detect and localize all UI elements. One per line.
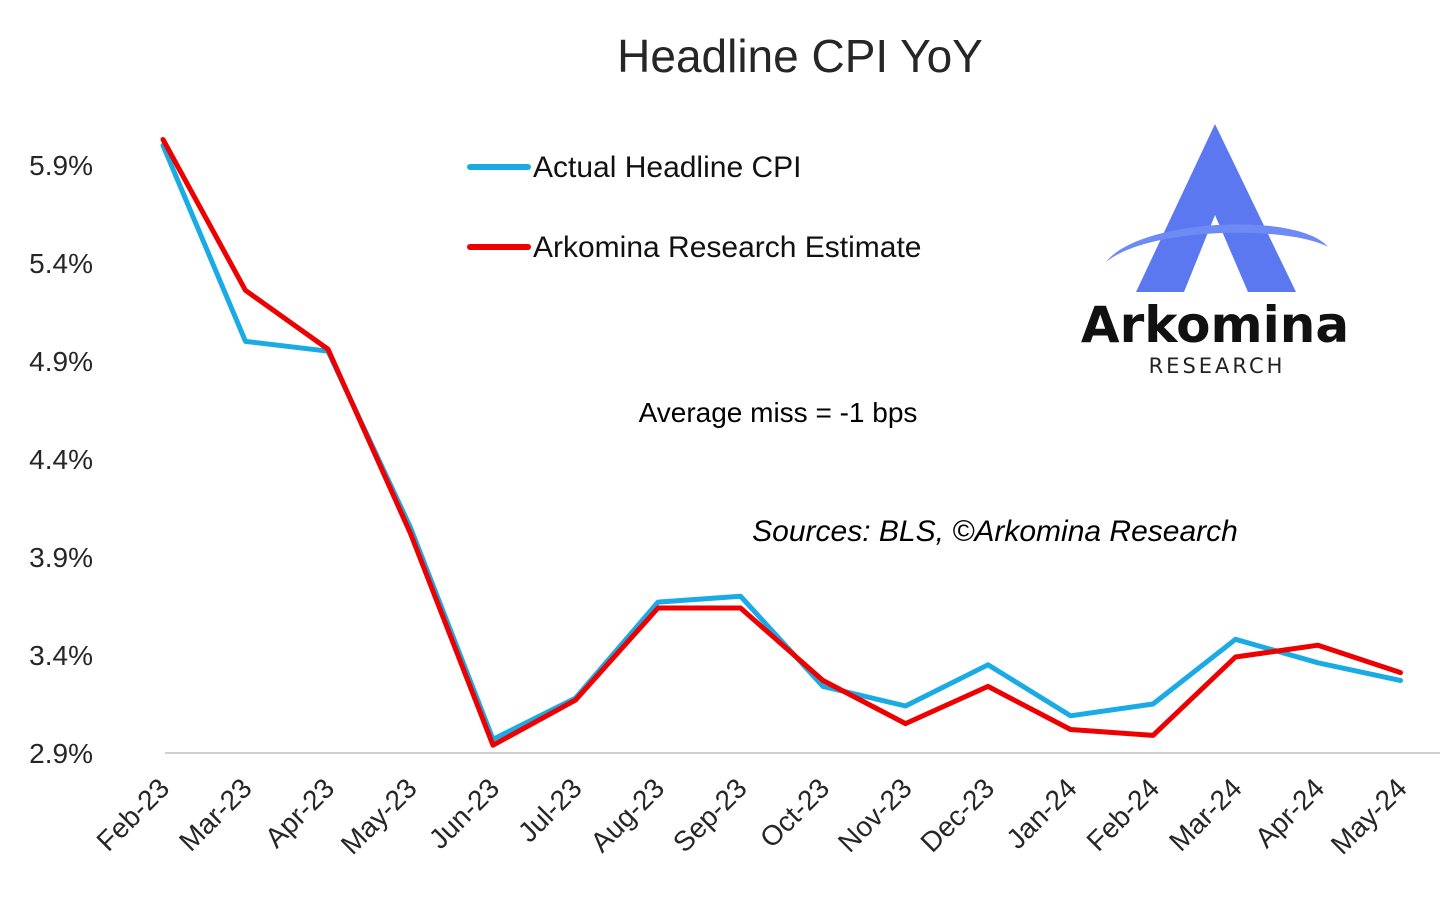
y-tick-label: 3.4% — [29, 640, 93, 671]
x-tick-label: Jul-23 — [512, 772, 588, 848]
average-miss-annotation: Average miss = -1 bps — [639, 397, 918, 428]
y-tick-label: 2.9% — [29, 738, 93, 769]
x-tick-label: Oct-23 — [754, 772, 835, 853]
x-tick-label: Apr-23 — [259, 772, 340, 853]
y-tick-label: 4.9% — [29, 346, 93, 377]
y-tick-label: 4.4% — [29, 444, 93, 475]
x-tick-label: Jun-23 — [423, 772, 505, 854]
legend: Actual Headline CPI Arkomina Research Es… — [467, 151, 921, 264]
legend-label-estimate: Arkomina Research Estimate — [533, 231, 921, 264]
y-tick-label: 3.9% — [29, 542, 93, 573]
x-tick-label: May-23 — [335, 772, 423, 860]
y-tick-label: 5.9% — [29, 150, 93, 181]
sources-annotation: Sources: BLS, ©Arkomina Research — [752, 515, 1238, 548]
x-tick-label: Apr-24 — [1249, 772, 1330, 853]
x-tick-label: May-24 — [1325, 772, 1413, 860]
x-tick-label: Feb-24 — [1081, 772, 1166, 857]
x-tick-label: Jan-24 — [1000, 772, 1082, 854]
legend-label-actual: Actual Headline CPI — [533, 151, 801, 184]
y-tick-label: 5.4% — [29, 248, 93, 279]
x-tick-label: Mar-24 — [1163, 772, 1248, 857]
x-tick-label: Feb-23 — [91, 772, 176, 857]
arkomina-logo: Arkomina RESEARCH — [1081, 124, 1349, 378]
y-axis: 5.9% 5.4% 4.9% 4.4% 3.9% 3.4% 2.9% — [29, 150, 93, 769]
logo-swoosh-icon — [1106, 224, 1328, 262]
x-tick-label: Sep-23 — [667, 772, 753, 858]
logo-subtitle: RESEARCH — [1149, 354, 1286, 378]
logo-wordmark: Arkomina — [1081, 296, 1349, 354]
series-line-estimate — [160, 137, 1403, 748]
series-lines — [160, 137, 1403, 748]
x-tick-label: Dec-23 — [914, 772, 1000, 858]
logo-a-mark-icon — [1136, 124, 1296, 292]
chart-title: Headline CPI YoY — [617, 30, 983, 82]
x-tick-label: Mar-23 — [173, 772, 258, 857]
x-tick-label: Nov-23 — [832, 772, 918, 858]
x-tick-label: Aug-23 — [584, 772, 670, 858]
